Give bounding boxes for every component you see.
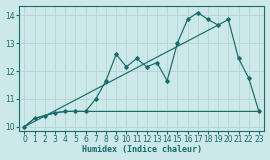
X-axis label: Humidex (Indice chaleur): Humidex (Indice chaleur) [82, 145, 202, 154]
